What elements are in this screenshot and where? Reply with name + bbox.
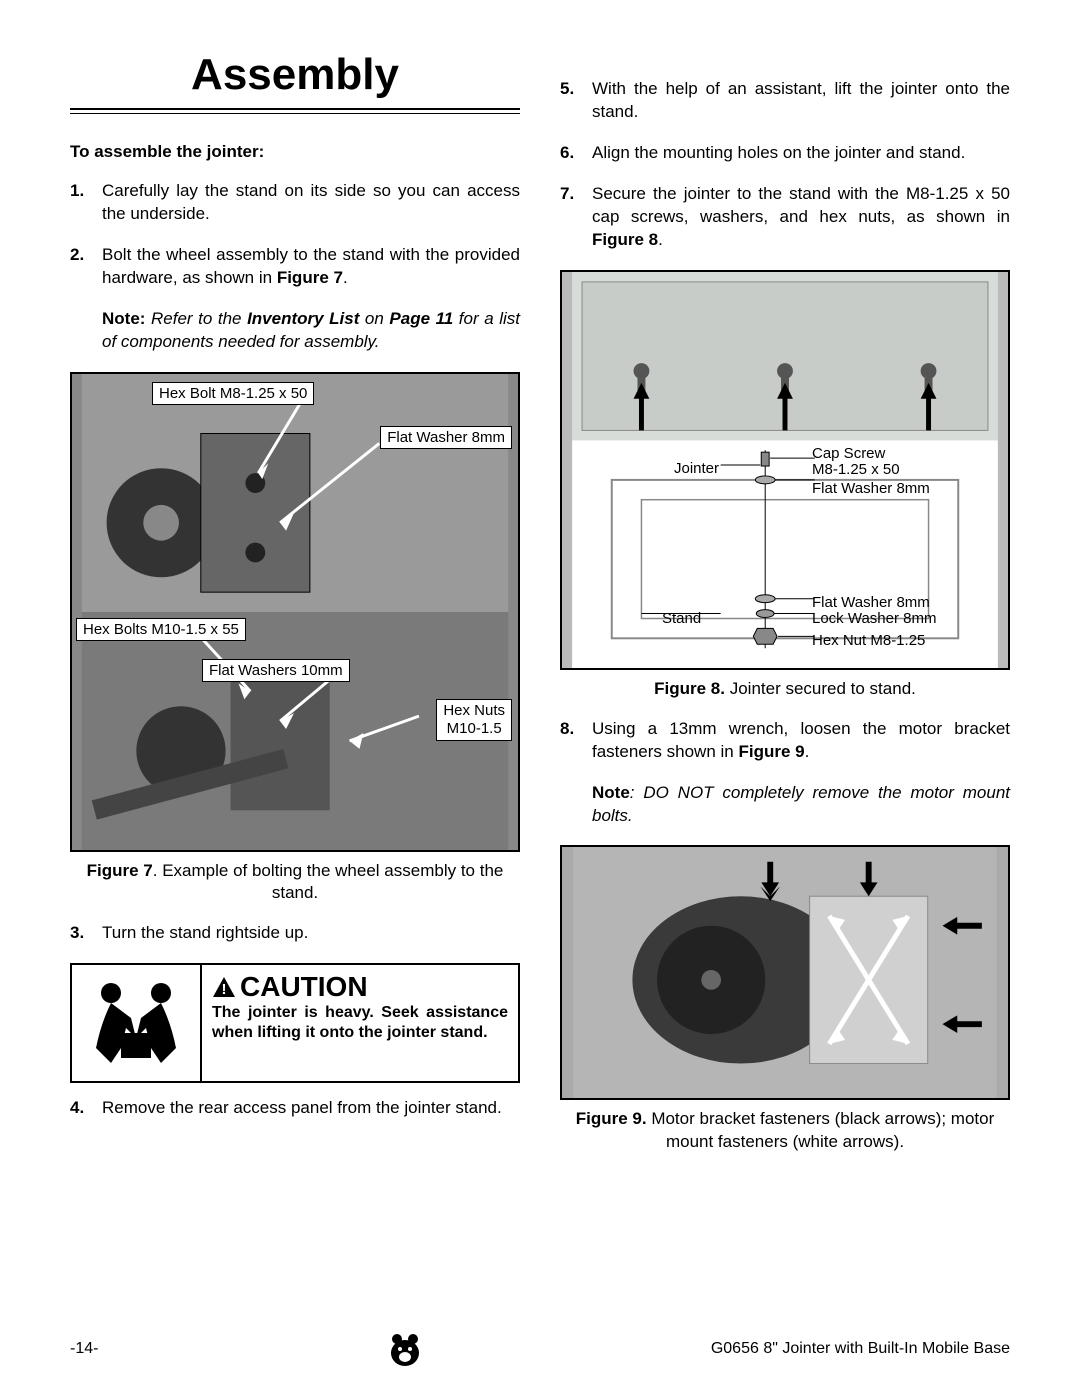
- step-8: 8.Using a 13mm wrench, loosen the motor …: [560, 718, 1010, 764]
- label-cap-screw: Cap Screw M8-1.25 x 50: [812, 446, 900, 479]
- caution-title: ! CAUTION: [212, 971, 508, 1003]
- warning-triangle-icon: !: [212, 976, 236, 998]
- note-1: Note: Refer to the Inventory List on Pag…: [102, 308, 520, 354]
- label-flat-washer-8a: Flat Washer 8mm: [812, 480, 930, 497]
- bear-logo-icon: [387, 1331, 423, 1367]
- figure-8: Jointer Stand Cap Screw M8-1.25 x 50 Fla…: [560, 270, 1010, 670]
- title-underline: [70, 108, 520, 114]
- step-2: 2.Bolt the wheel assembly to the stand w…: [70, 244, 520, 290]
- label-flat-washer-8: Flat Washer 8mm: [380, 426, 512, 449]
- step-3: 3.Turn the stand rightside up.: [70, 922, 520, 945]
- label-hex-nut: Hex Nut M8-1.25: [812, 632, 925, 649]
- figure-8-illustration: [562, 272, 1008, 668]
- label-hex-nuts: Hex Nuts M10-1.5: [436, 699, 512, 741]
- page-number: -14-: [70, 1340, 98, 1358]
- step-8-list: 8.Using a 13mm wrench, loosen the motor …: [560, 718, 1010, 764]
- step-6: 6.Align the mounting holes on the jointe…: [560, 142, 1010, 165]
- label-jointer: Jointer: [674, 460, 719, 477]
- steps-5-7: 5.With the help of an assistant, lift th…: [560, 78, 1010, 252]
- step-4: 4.Remove the rear access panel from the …: [70, 1097, 520, 1120]
- caution-body: The jointer is heavy. Seek assistance wh…: [212, 1003, 508, 1043]
- label-stand: Stand: [662, 610, 701, 627]
- step-5: 5.With the help of an assistant, lift th…: [560, 78, 1010, 124]
- figure-7: Hex Bolt M8-1.25 x 50 Flat Washer 8mm He…: [70, 372, 520, 852]
- figure-8-caption: Figure 8. Jointer secured to stand.: [560, 678, 1010, 700]
- step-7: 7.Secure the jointer to the stand with t…: [560, 183, 1010, 252]
- figure-9-illustration: [562, 847, 1008, 1098]
- page-footer: -14- G0656 8" Jointer with Built-In Mobi…: [70, 1331, 1010, 1367]
- label-lock-washer: Lock Washer 8mm: [812, 610, 936, 627]
- step2-text: Bolt the wheel assembly to the stand wit…: [102, 245, 520, 287]
- step-1: 1.Carefully lay the stand on its side so…: [70, 180, 520, 226]
- caution-lift-icon: [72, 965, 202, 1081]
- steps-1-2: 1.Carefully lay the stand on its side so…: [70, 180, 520, 290]
- step-3-list: 3.Turn the stand rightside up.: [70, 922, 520, 945]
- figure-9-caption: Figure 9. Motor bracket fasteners (black…: [560, 1108, 1010, 1152]
- step-4-list: 4.Remove the rear access panel from the …: [70, 1097, 520, 1120]
- figure-9: [560, 845, 1010, 1100]
- assembly-lead: To assemble the jointer:: [70, 142, 520, 162]
- doc-title: G0656 8" Jointer with Built-In Mobile Ba…: [711, 1340, 1010, 1358]
- svg-text:!: !: [222, 981, 227, 998]
- caution-box: ! CAUTION The jointer is heavy. Seek ass…: [70, 963, 520, 1083]
- page-title: Assembly: [70, 50, 520, 100]
- note-2: Note: DO NOT completely remove the motor…: [592, 782, 1010, 828]
- label-flat-washer-8b: Flat Washer 8mm: [812, 594, 930, 611]
- figure-7-caption: Figure 7. Example of bolting the wheel a…: [70, 860, 520, 904]
- label-flat-washers-10: Flat Washers 10mm: [202, 659, 350, 682]
- label-hex-bolt-m8: Hex Bolt M8-1.25 x 50: [152, 382, 314, 405]
- label-hex-bolts-m10: Hex Bolts M10-1.5 x 55: [76, 618, 246, 641]
